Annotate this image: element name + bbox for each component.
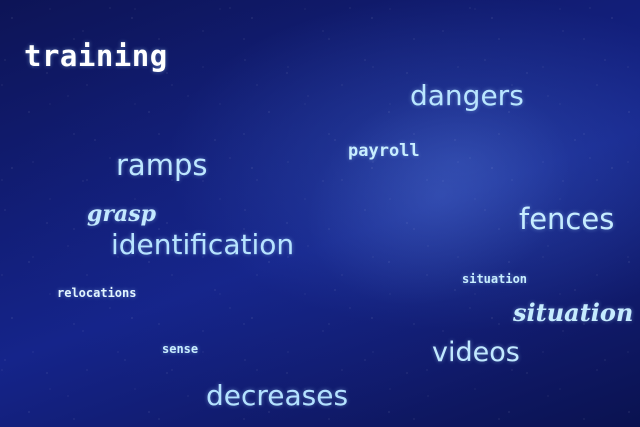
word-training: training (24, 39, 168, 73)
word-dangers: dangers (410, 79, 524, 112)
word-situation-large: situation (513, 298, 634, 327)
word-relocations: relocations (57, 286, 137, 300)
word-ramps: ramps (116, 148, 208, 182)
word-grasp: grasp (87, 201, 156, 227)
word-sense: sense (162, 342, 199, 356)
word-fences: fences (519, 202, 615, 236)
word-identification: identification (111, 228, 295, 261)
word-decreases: decreases (206, 379, 349, 412)
word-videos: videos (432, 337, 520, 368)
word-payroll: payroll (348, 141, 420, 161)
word-situation-small: situation (462, 272, 528, 286)
